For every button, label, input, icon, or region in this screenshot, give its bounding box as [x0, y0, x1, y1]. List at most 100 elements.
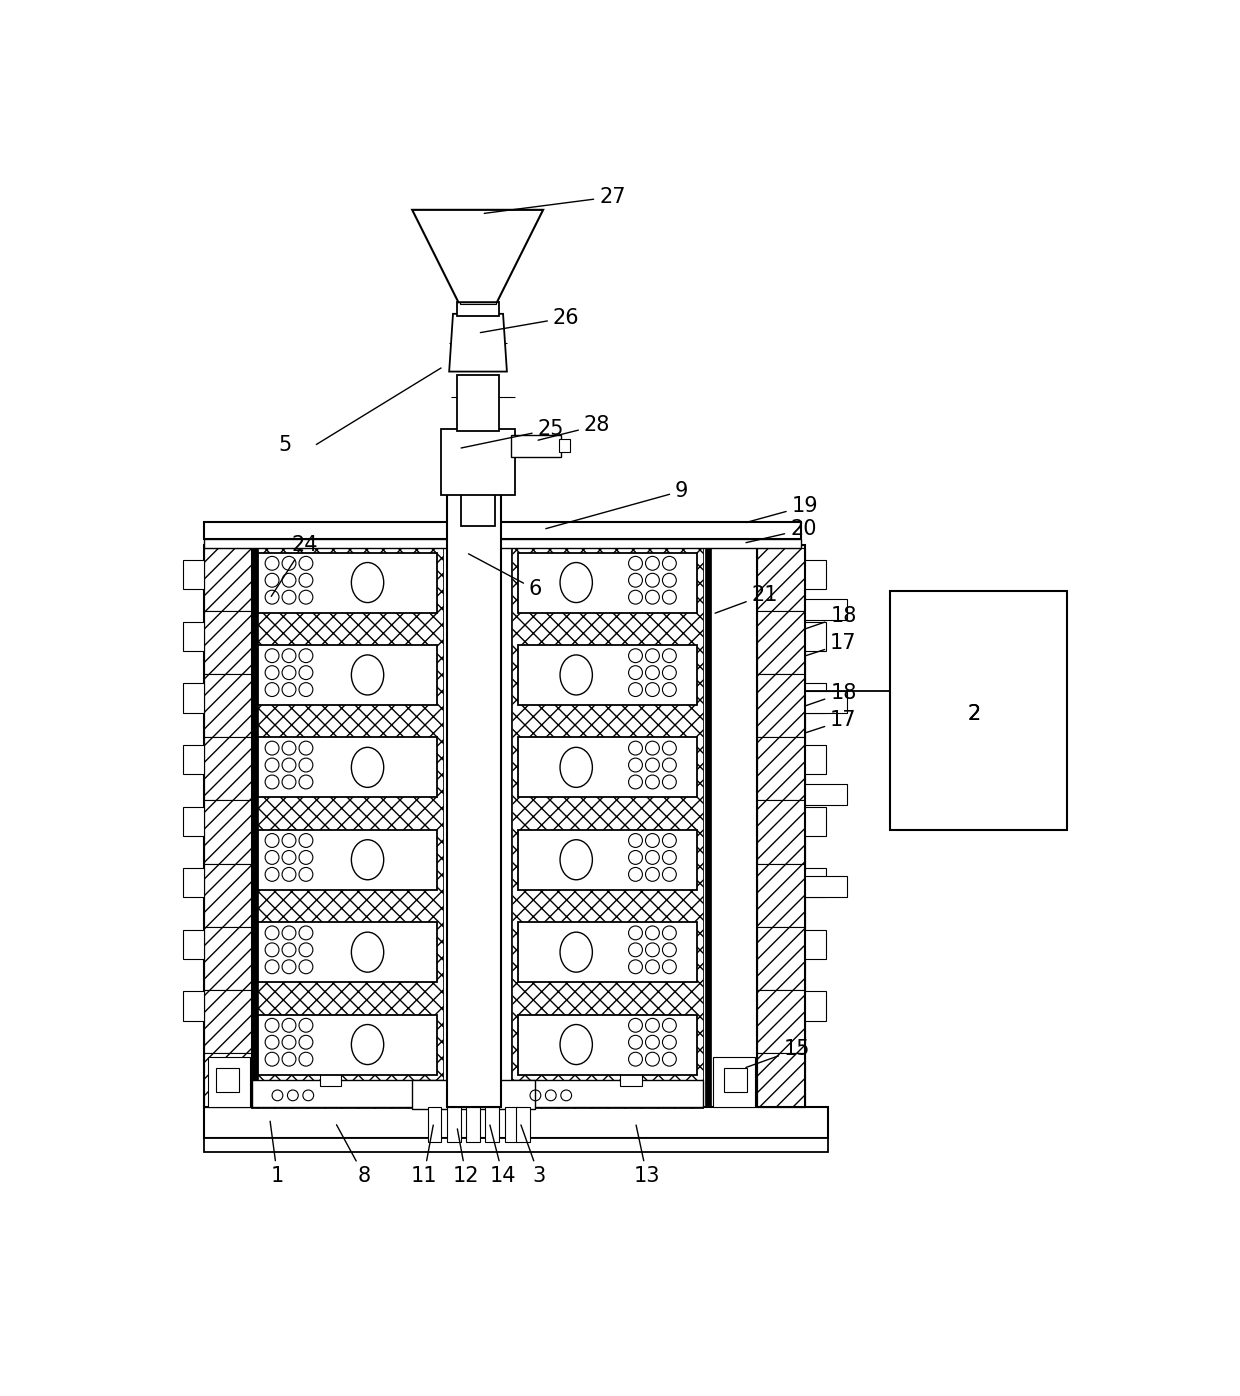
Bar [758, 547, 805, 611]
Bar [805, 807, 826, 836]
Bar [511, 436, 560, 456]
Bar [518, 1015, 697, 1075]
Text: 14: 14 [490, 1125, 516, 1187]
Text: 11: 11 [410, 1125, 436, 1187]
Ellipse shape [351, 1025, 383, 1065]
Bar [505, 1107, 518, 1142]
Bar [182, 868, 205, 898]
Bar [252, 544, 258, 1107]
Ellipse shape [560, 1025, 593, 1065]
Bar [441, 430, 515, 494]
Bar [412, 1081, 536, 1110]
Bar [512, 544, 703, 1108]
Bar [320, 1065, 341, 1086]
Bar [205, 539, 801, 547]
Text: 1: 1 [270, 1121, 284, 1187]
Bar [518, 923, 697, 983]
Bar [466, 1107, 480, 1142]
Bar [758, 544, 805, 1107]
Bar [805, 684, 826, 713]
Ellipse shape [560, 747, 593, 787]
Bar [182, 560, 205, 589]
Bar [208, 1057, 250, 1107]
Bar [512, 544, 703, 1108]
Bar [704, 544, 711, 1107]
Bar [805, 783, 847, 805]
Bar [485, 1107, 500, 1142]
Text: 20: 20 [746, 519, 817, 543]
Bar [205, 674, 252, 737]
Bar [805, 991, 826, 1020]
Bar [428, 1107, 441, 1142]
Bar [252, 544, 443, 1108]
Ellipse shape [560, 655, 593, 695]
Bar [205, 547, 252, 611]
Polygon shape [449, 314, 507, 371]
Bar [758, 737, 805, 800]
Text: 18: 18 [806, 683, 857, 705]
Text: 3: 3 [521, 1125, 546, 1187]
Bar [805, 560, 826, 589]
Polygon shape [412, 209, 543, 303]
Text: 26: 26 [480, 307, 579, 332]
Bar [713, 1057, 755, 1107]
Bar [758, 927, 805, 990]
Bar [205, 864, 252, 927]
Bar [512, 1081, 703, 1107]
Bar [258, 553, 436, 613]
Bar [460, 295, 496, 304]
Bar [461, 437, 495, 525]
Bar [182, 684, 205, 713]
Text: 17: 17 [806, 711, 857, 733]
Bar [518, 553, 697, 613]
Ellipse shape [351, 747, 383, 787]
Bar [516, 1107, 529, 1142]
Ellipse shape [560, 933, 593, 972]
Text: 24: 24 [272, 535, 317, 596]
Bar [805, 868, 826, 898]
Bar [446, 1107, 461, 1142]
Bar [456, 303, 500, 315]
Text: 19: 19 [746, 497, 818, 522]
Bar [205, 611, 252, 674]
Text: 2: 2 [967, 704, 981, 725]
Bar [805, 691, 847, 713]
Bar [182, 745, 205, 775]
Bar [182, 621, 205, 651]
Bar [758, 611, 805, 674]
Bar [558, 438, 570, 452]
Bar [805, 599, 847, 620]
Bar [805, 621, 826, 651]
Bar [258, 737, 436, 797]
Bar [258, 645, 436, 705]
Text: 27: 27 [485, 187, 626, 214]
Bar [205, 927, 252, 990]
Ellipse shape [351, 840, 383, 879]
Bar [456, 376, 500, 431]
Bar [805, 930, 826, 959]
Bar [805, 875, 847, 898]
Ellipse shape [351, 933, 383, 972]
Bar [446, 437, 501, 1107]
Bar [724, 1068, 748, 1092]
Bar [205, 1138, 828, 1152]
Bar [205, 522, 801, 539]
Text: 5: 5 [279, 434, 291, 455]
Text: 17: 17 [806, 634, 857, 656]
Text: 12: 12 [453, 1129, 480, 1187]
Bar [205, 1053, 252, 1107]
Text: 6: 6 [469, 554, 542, 599]
Ellipse shape [351, 655, 383, 695]
Bar [182, 930, 205, 959]
Bar [258, 829, 436, 889]
Bar [205, 737, 252, 800]
Text: 2: 2 [967, 704, 981, 725]
Bar [620, 1065, 641, 1086]
Bar [758, 990, 805, 1053]
Bar [758, 674, 805, 737]
Text: 18: 18 [806, 606, 857, 628]
Bar [805, 745, 826, 775]
Text: 8: 8 [336, 1125, 371, 1187]
Bar [182, 991, 205, 1020]
Text: 13: 13 [634, 1125, 660, 1187]
